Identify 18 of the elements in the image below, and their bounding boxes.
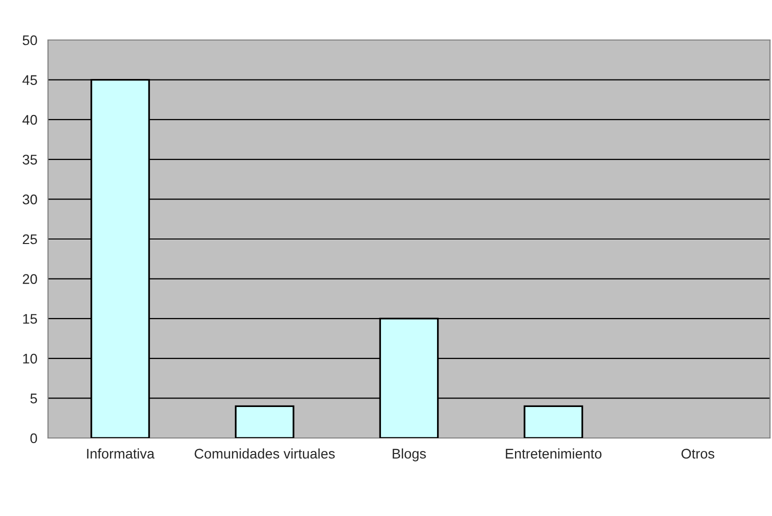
y-tick-label: 0 <box>30 433 38 444</box>
y-tick-label: 40 <box>22 114 38 125</box>
y-tick-label: 30 <box>22 194 38 204</box>
y-tick-label: 15 <box>23 314 38 324</box>
y-tick-label: 45 <box>22 75 38 85</box>
x-tick-label: Informativa <box>87 448 155 459</box>
bar <box>234 405 294 438</box>
y-tick-label: 25 <box>22 234 38 244</box>
y-tick-label: 5 <box>30 394 37 404</box>
x-tick-label: Entretenimiento <box>506 448 602 459</box>
bar <box>524 405 584 438</box>
x-tick-label: Blogs <box>392 448 426 462</box>
y-tick-label: 20 <box>22 274 38 284</box>
x-tick-label: Comunidades virtuales <box>194 448 335 459</box>
y-tick-label: 50 <box>22 35 38 46</box>
y-tick-label: 10 <box>23 354 38 364</box>
x-tick-label: Otros <box>681 448 714 459</box>
y-tick-label: 35 <box>22 154 38 165</box>
